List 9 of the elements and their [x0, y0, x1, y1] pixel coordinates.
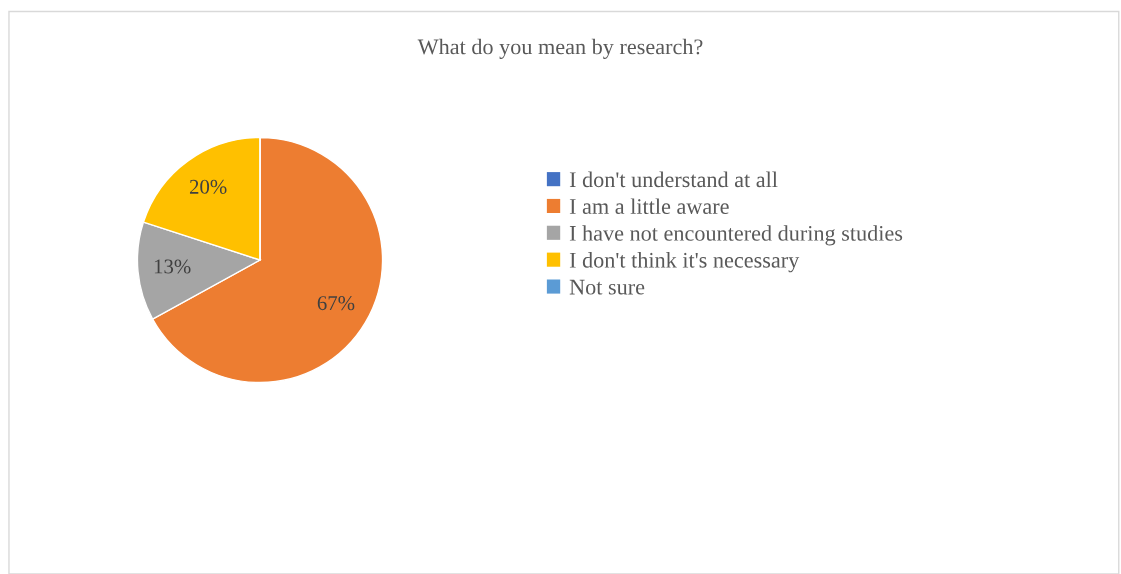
data-label: 20% [189, 179, 227, 194]
chart-title: What do you mean by research? [417, 38, 703, 59]
data-label: 13% [154, 259, 191, 274]
legend-label: I have not encountered during studies [569, 225, 903, 246]
legend-label: Not sure [569, 279, 645, 295]
legend-label: I don't understand at all [569, 171, 778, 188]
data-label: 67% [317, 296, 355, 311]
legend-label: I don't think it's necessary [569, 252, 800, 273]
legend-label: I am a little aware [569, 198, 729, 215]
